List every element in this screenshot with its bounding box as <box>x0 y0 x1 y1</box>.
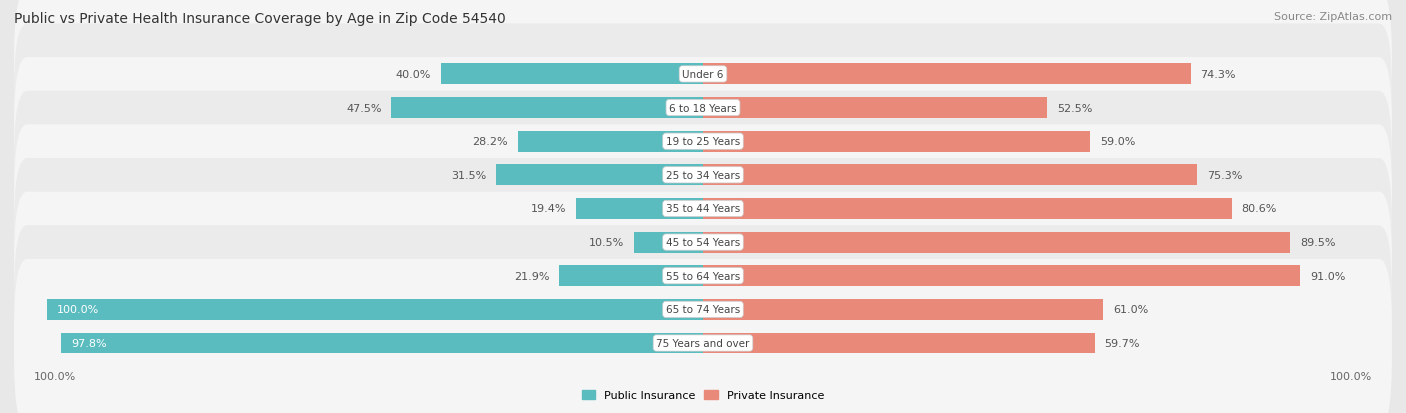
Text: 75.3%: 75.3% <box>1206 171 1243 180</box>
Text: Under 6: Under 6 <box>682 70 724 80</box>
FancyBboxPatch shape <box>14 0 1392 159</box>
Text: 6 to 18 Years: 6 to 18 Years <box>669 103 737 113</box>
Bar <box>703 333 1095 354</box>
Text: 97.8%: 97.8% <box>72 338 107 348</box>
FancyBboxPatch shape <box>14 159 1392 326</box>
Text: 89.5%: 89.5% <box>1301 237 1336 247</box>
Bar <box>703 165 1197 186</box>
Bar <box>703 299 1104 320</box>
Bar <box>46 299 703 320</box>
FancyBboxPatch shape <box>14 259 1392 413</box>
Bar <box>560 266 703 287</box>
Text: 75 Years and over: 75 Years and over <box>657 338 749 348</box>
Text: 52.5%: 52.5% <box>1057 103 1092 113</box>
Text: 45 to 54 Years: 45 to 54 Years <box>666 237 740 247</box>
Text: 100.0%: 100.0% <box>56 305 98 315</box>
Text: 19.4%: 19.4% <box>530 204 565 214</box>
Bar <box>703 266 1301 287</box>
Text: 25 to 34 Years: 25 to 34 Years <box>666 171 740 180</box>
FancyBboxPatch shape <box>14 58 1392 226</box>
Text: 74.3%: 74.3% <box>1201 70 1236 80</box>
Text: 80.6%: 80.6% <box>1241 204 1277 214</box>
Text: 59.0%: 59.0% <box>1099 137 1135 147</box>
Text: 28.2%: 28.2% <box>472 137 508 147</box>
Bar <box>62 333 703 354</box>
Text: 47.5%: 47.5% <box>346 103 381 113</box>
FancyBboxPatch shape <box>14 226 1392 394</box>
Text: 19 to 25 Years: 19 to 25 Years <box>666 137 740 147</box>
Text: 21.9%: 21.9% <box>515 271 550 281</box>
Text: 91.0%: 91.0% <box>1310 271 1346 281</box>
FancyBboxPatch shape <box>14 192 1392 360</box>
Bar <box>703 64 1191 85</box>
Bar <box>391 98 703 119</box>
Bar <box>440 64 703 85</box>
Bar <box>634 232 703 253</box>
FancyBboxPatch shape <box>14 125 1392 293</box>
Bar <box>496 165 703 186</box>
Text: 59.7%: 59.7% <box>1105 338 1140 348</box>
Bar <box>703 98 1047 119</box>
Text: 35 to 44 Years: 35 to 44 Years <box>666 204 740 214</box>
Text: 100.0%: 100.0% <box>1330 371 1372 381</box>
Text: 55 to 64 Years: 55 to 64 Years <box>666 271 740 281</box>
Text: Source: ZipAtlas.com: Source: ZipAtlas.com <box>1274 12 1392 22</box>
Text: 31.5%: 31.5% <box>451 171 486 180</box>
Bar <box>575 199 703 219</box>
Legend: Public Insurance, Private Insurance: Public Insurance, Private Insurance <box>578 385 828 405</box>
Text: Public vs Private Health Insurance Coverage by Age in Zip Code 54540: Public vs Private Health Insurance Cover… <box>14 12 506 26</box>
FancyBboxPatch shape <box>14 24 1392 192</box>
Bar <box>703 131 1090 152</box>
Text: 40.0%: 40.0% <box>395 70 430 80</box>
Bar <box>517 131 703 152</box>
Bar <box>703 199 1232 219</box>
FancyBboxPatch shape <box>14 92 1392 259</box>
Text: 61.0%: 61.0% <box>1114 305 1149 315</box>
Bar <box>703 232 1291 253</box>
Text: 10.5%: 10.5% <box>589 237 624 247</box>
Text: 65 to 74 Years: 65 to 74 Years <box>666 305 740 315</box>
Text: 100.0%: 100.0% <box>34 371 76 381</box>
